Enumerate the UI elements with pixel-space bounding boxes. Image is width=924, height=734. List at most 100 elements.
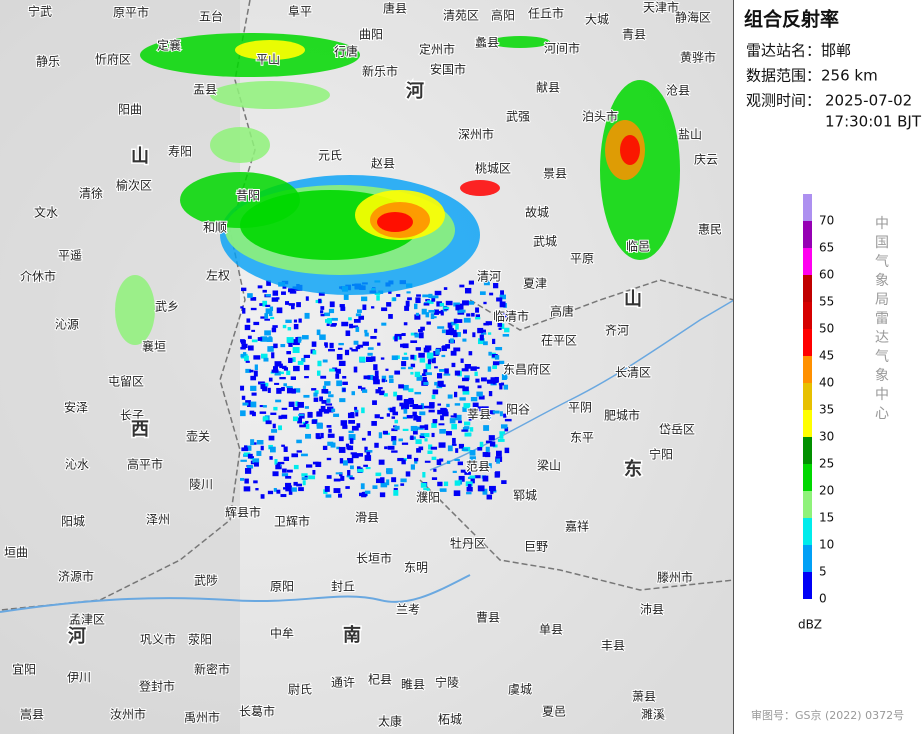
echo-pixel: [391, 428, 398, 432]
legend-tick-label: 55: [819, 295, 834, 309]
place-label: 沁水: [65, 458, 89, 472]
echo-pixel: [403, 352, 408, 355]
echo-pixel: [359, 356, 366, 362]
agency-text: 中国气象局雷达气象中心: [873, 216, 889, 425]
echo-pixel: [244, 478, 249, 484]
echo-pixel: [391, 416, 396, 419]
echo-pixel: [288, 401, 295, 407]
place-label: 宜阳: [12, 662, 36, 677]
echo-pixel: [266, 280, 271, 286]
echo-pixel: [256, 450, 262, 456]
place-label: 莘县: [467, 408, 491, 422]
echo-pixel: [502, 374, 508, 379]
echo-pixel: [400, 343, 406, 348]
river: [0, 574, 471, 613]
echo-pixel: [272, 290, 279, 296]
echo-pixel: [477, 385, 482, 389]
echo-pixel: [403, 399, 409, 402]
echo-pixel: [335, 472, 343, 475]
echo-pixel: [434, 290, 442, 296]
echo-pixel: [408, 388, 414, 393]
echo-pixel: [381, 322, 387, 326]
echo-pixel: [318, 298, 322, 304]
echo-pixel: [499, 433, 504, 439]
echo-pixel: [342, 375, 347, 379]
echo-pixel: [292, 357, 296, 363]
echo-cell: [460, 180, 500, 196]
echo-pixel: [488, 351, 492, 356]
echo-pixel: [327, 433, 335, 438]
echo-pixel: [496, 458, 501, 464]
echo-pixel: [326, 457, 332, 461]
echo-pixel: [321, 399, 327, 404]
place-label: 高平市: [127, 457, 163, 472]
echo-pixel: [500, 323, 505, 330]
place-label: 介休市: [20, 269, 56, 284]
station-label: 雷达站名：邯郸: [746, 42, 851, 60]
echo-pixel: [451, 443, 457, 446]
echo-pixel: [337, 347, 343, 350]
echo-pixel: [393, 391, 398, 397]
place-label: 景县: [543, 167, 567, 181]
echo-pixel: [244, 355, 249, 362]
echo-pixel: [453, 347, 461, 352]
echo-pixel: [434, 309, 439, 315]
place-label: 兰考: [396, 603, 420, 617]
echo-pixel: [496, 297, 503, 302]
echo-pixel: [407, 454, 412, 459]
echo-pixel: [245, 400, 251, 404]
echo-pixel: [378, 432, 383, 439]
place-label: 单县: [539, 623, 563, 637]
legend-swatch: [803, 194, 812, 221]
echo-pixel: [270, 412, 277, 415]
echo-pixel: [301, 357, 306, 363]
echo-pixel: [322, 385, 327, 391]
echo-pixel: [268, 435, 275, 441]
echo-pixel: [338, 436, 344, 442]
echo-pixel: [419, 425, 426, 429]
echo-pixel: [492, 365, 497, 370]
echo-pixel: [265, 308, 273, 314]
echo-pixel: [469, 475, 476, 479]
echo-pixel: [449, 418, 456, 424]
echo-pixel: [371, 420, 377, 426]
echo-pixel: [445, 344, 451, 349]
place-label: 定州市: [419, 42, 455, 57]
echo-pixel: [262, 416, 268, 420]
echo-pixel: [312, 461, 319, 465]
legend-tick-label: 5: [819, 565, 827, 579]
place-label: 萧县: [632, 690, 656, 704]
echo-pixel: [341, 321, 349, 327]
time-clock: 17:30:01 BJT: [825, 113, 922, 131]
place-label: 汝州市: [110, 707, 146, 722]
echo-pixel: [366, 451, 371, 456]
legend-tick-label: 65: [819, 241, 834, 255]
echo-pixel: [276, 489, 281, 494]
echo-pixel: [361, 389, 368, 393]
echo-pixel: [286, 351, 291, 355]
echo-pixel: [475, 307, 480, 313]
echo-pixel: [318, 408, 324, 413]
place-label: 新密市: [194, 662, 230, 677]
echo-pixel: [489, 292, 494, 296]
place-label: 平阴: [568, 401, 592, 415]
echo-pixel: [311, 419, 318, 424]
echo-pixel: [345, 443, 350, 447]
region-label: 东: [624, 458, 642, 480]
place-label: 左权: [206, 268, 230, 283]
echo-pixel: [296, 483, 302, 487]
place-label: 青县: [622, 28, 646, 42]
place-label: 清徐: [79, 186, 103, 201]
place-label: 夏津: [523, 277, 547, 291]
place-label: 封丘: [331, 580, 355, 594]
place-label: 东平: [570, 431, 594, 445]
echo-pixel: [401, 442, 409, 445]
echo-pixel: [254, 364, 258, 371]
echo-pixel: [327, 406, 334, 413]
echo-pixel: [431, 477, 438, 480]
echo-pixel: [461, 300, 469, 306]
echo-pixel: [336, 446, 340, 450]
echo-pixel: [367, 352, 373, 356]
echo-pixel: [299, 424, 306, 428]
echo-pixel: [320, 375, 327, 379]
